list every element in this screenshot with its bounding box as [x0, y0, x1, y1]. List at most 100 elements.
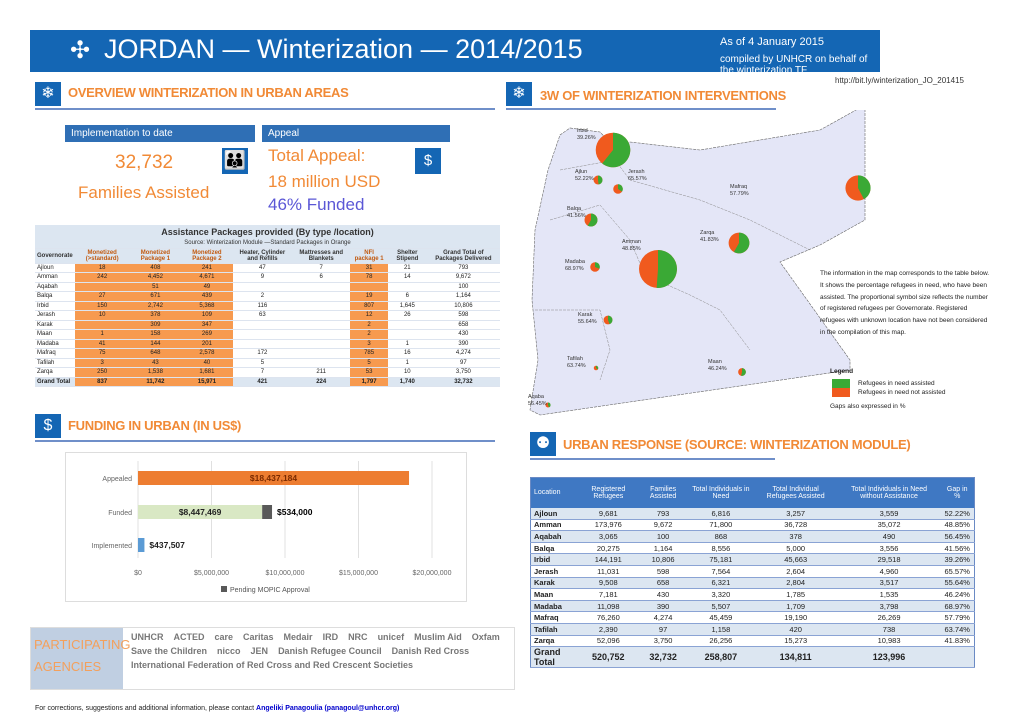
table-row: Ajloun 18 408 241 47 7 31 21 793	[35, 263, 500, 273]
table-cell: 75,181	[688, 553, 754, 566]
bar-funded	[138, 505, 263, 519]
table-cell: Zarqa	[530, 635, 579, 648]
appeal-amount: 18 million USD	[268, 172, 381, 191]
pie-slice-assisted	[858, 175, 871, 200]
table-cell: 36,728	[753, 519, 838, 532]
table-cell: 420	[753, 623, 838, 636]
column-header: Monetized (>standard)	[74, 248, 130, 264]
table-row: Karak 9,508 658 6,321 2,804 3,517 55.64%	[530, 577, 975, 590]
pie-tafilah	[593, 365, 599, 371]
table-cell: Ajloun	[35, 263, 75, 273]
map-label-name: Amman	[622, 239, 641, 245]
table-cell: 9,508	[578, 577, 639, 590]
column-header: Heater, Cylinder and Refills	[232, 248, 293, 264]
legend-swatch	[221, 586, 227, 592]
table-cell: 3,798	[837, 600, 941, 613]
column-header: Total Individual Refugees Assisted	[753, 477, 838, 508]
table-cell	[292, 348, 351, 359]
table-cell: 658	[426, 320, 500, 330]
pie-jerash	[613, 184, 623, 194]
x-tick-label: $0	[134, 570, 142, 577]
map-label-gap: 68.97%	[565, 266, 584, 272]
table-cell: 46.24%	[940, 588, 975, 601]
column-header: Shelter Stipend	[387, 248, 427, 264]
table-cell: 258,807	[688, 646, 754, 669]
arrows-inward-icon: ✣	[70, 37, 91, 64]
column-header: Total Individuals in Need	[688, 477, 754, 508]
table-cell: 10,983	[837, 635, 941, 648]
table-cell: Madaba	[530, 600, 579, 613]
table-cell: 1	[387, 358, 427, 368]
contact-link[interactable]: Angeliki Panagoulia (panagoul@unhcr.org)	[256, 705, 400, 712]
table-cell: 52,096	[578, 635, 639, 648]
table-cell: 39.26%	[940, 553, 975, 566]
table-cell: 18	[74, 263, 130, 273]
table-cell: 134,811	[753, 646, 838, 669]
table-cell: 242	[74, 272, 130, 283]
people-icon: ⚉	[530, 432, 556, 456]
table-cell: 15,971	[181, 377, 233, 387]
table-cell: 12	[350, 310, 388, 321]
table-cell: 3,517	[837, 577, 941, 590]
money-bag-icon: $	[35, 414, 61, 438]
pie-slice-assisted	[598, 175, 603, 185]
table-row: Madaba 41 144 201 3 1 390	[35, 339, 500, 349]
table-cell: 490	[837, 530, 941, 543]
table-cell: 1,681	[181, 367, 233, 378]
bar-pending	[262, 505, 273, 519]
report-url[interactable]: http://bit.ly/winterization_JO_201415	[835, 76, 964, 85]
table-cell: 2	[350, 320, 388, 330]
implementation-header: Implementation to date	[65, 125, 255, 142]
table-cell: Balqa	[530, 542, 579, 555]
table-row: Aqabah 3,065 100 868 378 490 56.45%	[530, 530, 975, 543]
table-cell: Jerash	[35, 310, 75, 321]
table-cell: 1	[74, 329, 130, 340]
table-cell: 3	[74, 358, 130, 368]
table-cell: 14	[387, 272, 427, 283]
table-cell: 5,000	[753, 542, 838, 555]
table-cell: 7	[232, 367, 293, 378]
funding-title: FUNDING IN URBAN (IN US$)	[68, 418, 242, 433]
agency-logo: JEN	[250, 646, 269, 656]
pie-slice-assisted	[733, 232, 750, 254]
table-row: Amman 242 4,452 4,671 9 6 78 14 9,672	[35, 272, 500, 283]
table-cell: 31	[350, 263, 388, 273]
table-cell: Balqa	[35, 291, 75, 302]
table-cell: Aqabah	[530, 530, 579, 543]
legend-swatch-assisted	[832, 379, 850, 388]
table-cell: 11,031	[578, 565, 639, 578]
table-cell: 45,663	[753, 553, 838, 566]
table-row: Irbid 150 2,742 5,368 116 807 1,645 10,806	[35, 301, 500, 311]
table-cell: Mafraq	[35, 348, 75, 359]
table-cell: 2,804	[753, 577, 838, 590]
governorate-borders-3	[535, 309, 611, 381]
table-cell: 2	[232, 291, 293, 302]
table-cell: 807	[350, 301, 388, 311]
pie-aqaba	[545, 402, 551, 408]
agency-logo: International Federation of Red Cross an…	[131, 660, 414, 670]
agency-logos: UNHCR ACTED care Caritas Medair IRD NRC unicef M…	[131, 632, 511, 670]
table-cell: 26,256	[688, 635, 754, 648]
appeal-header: Appeal	[262, 125, 450, 142]
table-cell: 430	[426, 329, 500, 340]
table-cell	[387, 329, 427, 340]
table-cell: 20,275	[578, 542, 639, 555]
total-row: Grand Total 837 11,742 15,971 421 224 1,797 1,7…	[35, 377, 500, 387]
table-cell: 11,098	[578, 600, 639, 613]
pie-slice-assisted	[618, 184, 623, 192]
agency-logo: Oxfam	[471, 632, 500, 642]
legend-gap-note: Gaps also expressed in %	[830, 403, 906, 410]
table-cell	[292, 358, 351, 368]
table-cell: 1,164	[638, 542, 689, 555]
table-cell: 10,806	[638, 553, 689, 566]
table-cell: 211	[292, 367, 351, 378]
table-cell: 408	[129, 263, 182, 273]
x-tick-label: $5,000,000	[194, 570, 229, 577]
table-cell: 5	[232, 358, 293, 368]
map-label-name: Balqa	[567, 206, 582, 212]
legend-not-assisted: Refugees in need not assisted	[858, 389, 946, 397]
map-label-gap: 48.85%	[622, 246, 641, 252]
column-header: Registered Refugees	[578, 477, 639, 508]
divider	[530, 458, 775, 460]
map-label-gap: 39.26%	[577, 135, 596, 141]
